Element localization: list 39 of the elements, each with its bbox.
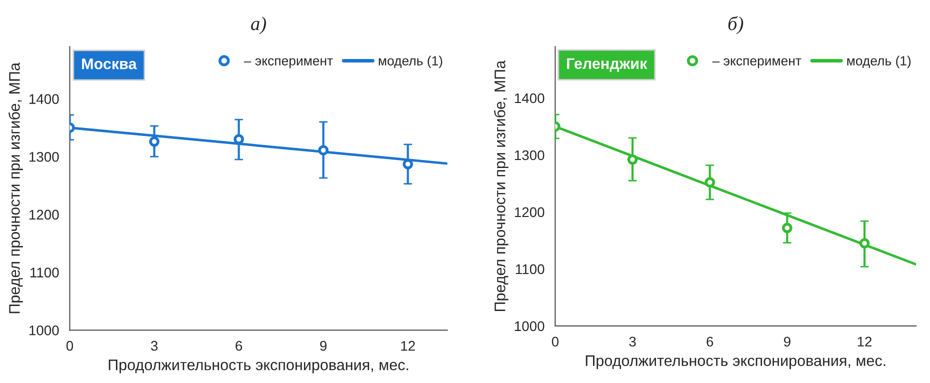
- x-tick-label: 3: [629, 336, 636, 347]
- point: [782, 222, 792, 234]
- annotation: Геленджик: [567, 58, 648, 72]
- x-tick-label: 12: [401, 340, 415, 351]
- x-tick-label: 0: [552, 336, 559, 347]
- y-tick-label: 1400: [30, 94, 59, 104]
- y-tick-label: 1100: [516, 264, 544, 274]
- point: [149, 136, 160, 147]
- point: [859, 238, 870, 249]
- x-tick-label: 0: [66, 340, 74, 351]
- chart-title: б): [728, 16, 744, 34]
- x-tick-label: 12: [858, 336, 872, 346]
- x-tick-label: 6: [236, 340, 242, 351]
- legend-label: – эксперимент: [244, 58, 333, 68]
- y-tick-label: 1200: [514, 207, 544, 218]
- x-axis-title: Продолжительность экспонирования, мес.: [586, 355, 886, 370]
- y-tick-label: 1300: [30, 152, 59, 162]
- point: [318, 145, 329, 156]
- y-tick-label: 1100: [30, 268, 59, 278]
- x-tick-label: 3: [150, 340, 158, 351]
- x-tick-label: 9: [784, 336, 790, 347]
- x-axis-title: Продолжительность экспонирования, мес.: [108, 360, 408, 374]
- legend-label: – эксперимент: [712, 58, 802, 68]
- legend-label: модель (1): [847, 56, 911, 68]
- y-axis-title: Предел прочности при изгибе, МПа: [8, 62, 23, 314]
- y-tick-label: 1400: [514, 93, 544, 104]
- chart-title: а): [251, 16, 266, 34]
- annotation: Москва: [82, 58, 137, 70]
- x-tick-label: 6: [706, 336, 714, 347]
- point: [234, 134, 244, 144]
- y-axis-title: Предел прочности при изгибе, МПа: [494, 60, 508, 312]
- x-tick-label: 9: [320, 340, 327, 351]
- point: [704, 177, 716, 188]
- y-tick-label: 1000: [514, 321, 544, 332]
- y-tick-label: 1300: [514, 150, 544, 160]
- legend-label: модель (1): [378, 56, 442, 68]
- point: [627, 154, 638, 165]
- y-tick-label: 1000: [30, 325, 59, 336]
- y-tick-label: 1200: [30, 210, 59, 220]
